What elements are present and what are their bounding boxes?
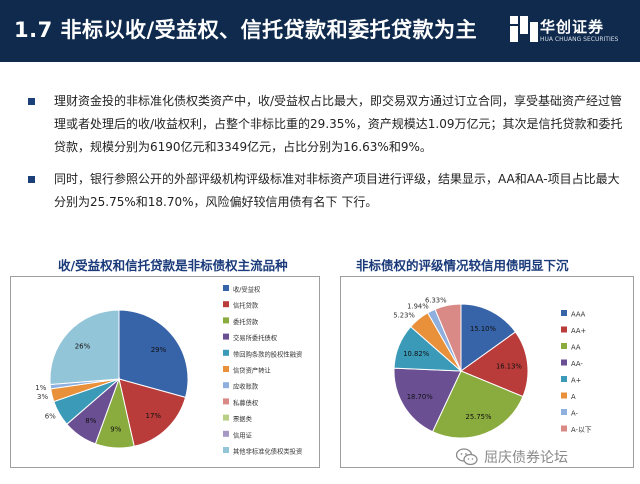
- pie-data-label: 18.70%: [407, 393, 433, 401]
- legend-label: A: [571, 393, 576, 401]
- bullet-list: 理财资金投的非标准化债权类资产中，收/受益权占比最大，即交易双方通过订立合同，享…: [28, 90, 628, 223]
- chart-box-right: 15.10% 16.13% 25.75% 18.70% 10.82% 5.23% 1.94%…: [340, 276, 634, 468]
- legend-swatch: [561, 310, 567, 316]
- pie-slice: [460, 303, 517, 372]
- bullet-text: 理财资金投的非标准化债权类资产中，收/受益权占比最大，即交易双方通过订立合同，享…: [54, 94, 623, 154]
- pie-chart-ratings: 15.10% 16.13% 25.75% 18.70% 10.82% 5.23%1.94%…: [393, 296, 592, 439]
- pie-data-label: 1.94%: [407, 303, 429, 311]
- pie-slice: [118, 378, 187, 447]
- legend-label: 交易所委托债权: [233, 333, 278, 342]
- pie-data-label: 9%: [110, 426, 121, 434]
- bullet-text: 同时，银行参照公开的外部评级机构评级标准对非标资产项目进行评级，结果显示，AA和…: [54, 172, 620, 209]
- legend-label: 信用证: [233, 430, 253, 439]
- legend-swatch: [223, 349, 229, 356]
- logo-mark-icon: [510, 16, 540, 44]
- pie-data-label: 6.33%: [425, 296, 447, 304]
- pie-data-label: 15.10%: [470, 325, 496, 333]
- pie-chart-asset-types: 29% 17% 9% 8% 6% 3%1% 26% 收/受益权信托贷款委托贷款交易所委托债权带…: [35, 285, 302, 456]
- legend-label: A-以下: [571, 426, 592, 434]
- legend-swatch: [223, 317, 229, 324]
- legend-label: 带回购条款的股权性融资: [233, 349, 302, 358]
- pie-data-label: 10.82%: [403, 350, 429, 358]
- wechat-icon: [456, 448, 478, 466]
- pie-slice: [393, 367, 462, 433]
- legend-label: 信贷资产转让: [233, 366, 271, 375]
- pie-data-label: 1%: [35, 384, 46, 392]
- chart-title-left: 收/受益权和信托贷款是非标债权主流品种: [58, 258, 288, 273]
- company-logo: 华创证券 HUA CHUANG SECURITIES: [510, 14, 628, 48]
- legend-swatch: [223, 382, 229, 389]
- legend-swatch: [223, 398, 229, 405]
- bullet-square-icon: [28, 98, 35, 105]
- pie-slice: [434, 303, 462, 372]
- logo-text: 华创证券: [540, 18, 605, 36]
- logo-subtext: HUA CHUANG SECURITIES: [540, 36, 619, 43]
- legend-label: 应收账款: [233, 382, 259, 391]
- legend-swatch: [561, 425, 567, 432]
- pie-slice: [118, 309, 189, 399]
- legend-swatch: [561, 343, 567, 349]
- pie-data-label: 25.75%: [466, 413, 492, 421]
- legend-label: AA: [571, 344, 581, 352]
- bullet-item: 理财资金投的非标准化债权类资产中，收/受益权占比最大，即交易双方通过订立合同，享…: [28, 90, 628, 159]
- legend-label: 票据类: [233, 414, 253, 423]
- pie-data-label: 5.23%: [393, 311, 415, 319]
- legend-swatch: [223, 430, 229, 437]
- legend-swatch: [223, 447, 229, 453]
- pie-slice: [49, 309, 120, 386]
- legend-swatch: [223, 414, 229, 421]
- legend-swatch: [561, 326, 567, 333]
- legend-label: 私募债权: [233, 398, 259, 407]
- legend-swatch: [561, 409, 567, 415]
- legend-swatch: [561, 376, 567, 382]
- watermark-text: 屈庆债券论坛: [484, 450, 568, 466]
- watermark: 屈庆债券论坛: [456, 446, 568, 468]
- pie-slice: [459, 331, 529, 398]
- legend-label: A+: [571, 377, 581, 385]
- pie-data-label: 3%: [37, 393, 48, 401]
- legend-label: 收/受益权: [233, 285, 261, 294]
- header-bar: 1.7 非标以收/受益权、信托贷款和委托贷款为主 华创证券 HUA CHUANG…: [0, 0, 640, 62]
- bullet-item: 同时，银行参照公开的外部评级机构评级标准对非标资产项目进行评级，结果显示，AA和…: [28, 168, 628, 214]
- chart-title-right: 非标债权的评级情况较信用债明显下沉: [356, 258, 569, 273]
- legend-label: AA+: [571, 327, 586, 335]
- pie-data-label: 16.13%: [496, 363, 522, 371]
- pie-data-label: 8%: [85, 417, 96, 425]
- pie-data-label: 17%: [146, 412, 162, 420]
- legend-label: AAA: [571, 311, 586, 319]
- legend-label: A-: [571, 410, 579, 418]
- legend-swatch: [223, 366, 229, 372]
- pie-data-label: 6%: [45, 413, 56, 421]
- legend-label: 其他非标准化债权类投资: [233, 447, 302, 456]
- legend-swatch: [561, 392, 567, 399]
- legend-swatch: [561, 359, 567, 366]
- legend-swatch: [223, 285, 229, 291]
- pie-data-label: 29%: [151, 346, 167, 354]
- chart-box-left: 29% 17% 9% 8% 6% 3% 1% 26% 收/受益权信托贷款委托贷款交易所委托债权带…: [10, 276, 320, 468]
- legend-swatch: [223, 333, 229, 340]
- legend-label: 委托贷款: [233, 317, 259, 326]
- page-title: 1.7 非标以收/受益权、信托贷款和委托贷款为主: [14, 18, 478, 42]
- legend-label: AA-: [571, 360, 583, 368]
- bullet-square-icon: [28, 176, 35, 183]
- pie-data-label: 26%: [75, 342, 91, 350]
- legend-swatch: [223, 301, 229, 308]
- pie-slice: [431, 370, 524, 439]
- legend-label: 信托贷款: [233, 301, 259, 310]
